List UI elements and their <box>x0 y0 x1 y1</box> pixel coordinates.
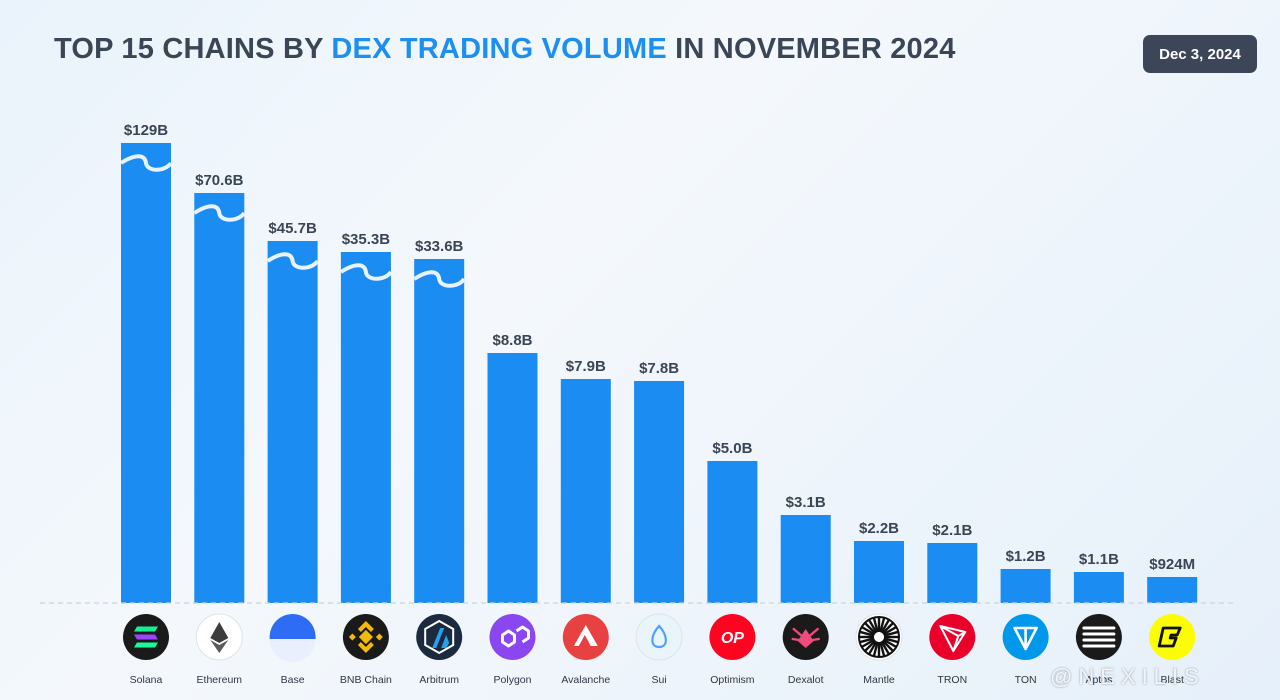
bnb-chain-icon <box>342 614 389 660</box>
svg-text:OP: OP <box>721 630 744 647</box>
category-label-aptos: Aptos <box>1085 674 1112 686</box>
value-label-avalanche: $7.9B <box>566 358 606 375</box>
tron-icon <box>929 614 976 660</box>
value-label-tron: $2.1B <box>932 522 972 539</box>
ethereum-icon <box>195 613 243 661</box>
bar-optimism <box>707 461 758 603</box>
title-highlight: DEX TRADING VOLUME <box>331 33 667 65</box>
icons-group: OP <box>123 613 1196 662</box>
value-label-base: $45.7B <box>268 220 317 237</box>
axis-break-bnb-chain <box>339 263 393 281</box>
value-label-arbitrum: $33.6B <box>415 238 464 255</box>
dexalot-icon <box>782 614 829 660</box>
bar-sui <box>634 381 685 603</box>
bar-mantle <box>854 541 904 603</box>
category-label-bnb-chain: BNB Chain <box>340 674 392 686</box>
value-label-polygon: $8.8B <box>492 332 532 349</box>
category-label-tron: TRON <box>937 674 967 686</box>
ton-icon <box>1002 614 1049 660</box>
category-label-blast: Blast <box>1161 674 1184 686</box>
value-label-solana: $129B <box>124 122 168 139</box>
labels-group: $129B Solana $70.6B Ethereum $45.7B Base $35.3… <box>124 122 1195 686</box>
bar-base <box>267 241 318 603</box>
bar-aptos <box>1073 572 1124 603</box>
category-label-ethereum: Ethereum <box>197 674 243 686</box>
bar-solana <box>121 143 171 603</box>
blast-icon <box>1149 614 1196 660</box>
bar-dexalot <box>780 515 831 603</box>
title-part-2: IN NOVEMBER 2024 <box>666 33 956 65</box>
value-label-blast: $924M <box>1149 556 1195 573</box>
value-label-mantle: $2.2B <box>859 520 899 537</box>
optimism-icon: OP <box>709 614 756 660</box>
axis-break-arbitrum <box>413 270 466 288</box>
mantle-icon <box>855 613 903 661</box>
arbitrum-icon <box>416 614 463 660</box>
bar-arbitrum <box>414 259 465 603</box>
solana-icon <box>123 614 169 660</box>
category-label-mantle: Mantle <box>863 674 895 686</box>
axis-break-ethereum <box>193 204 246 222</box>
bars-group <box>119 143 1198 603</box>
bar-blast <box>1147 577 1198 603</box>
value-label-sui: $7.8B <box>639 360 679 377</box>
base-icon <box>269 614 316 662</box>
title-part-1: TOP 15 CHAINS BY <box>54 33 332 65</box>
category-label-ton: TON <box>1015 674 1037 686</box>
category-label-arbitrum: Arbitrum <box>419 674 459 686</box>
date-badge: Dec 3, 2024 <box>1143 35 1257 73</box>
category-label-solana: Solana <box>130 674 163 686</box>
value-label-optimism: $5.0B <box>712 440 752 457</box>
value-label-ethereum: $70.6B <box>195 172 244 189</box>
value-label-aptos: $1.1B <box>1079 551 1119 568</box>
sui-icon <box>635 613 683 661</box>
bar-tron <box>927 543 978 603</box>
watermark: @NEXILIS <box>1050 664 1205 689</box>
value-label-ton: $1.2B <box>1006 548 1046 565</box>
category-label-avalanche: Avalanche <box>561 674 610 686</box>
category-label-optimism: Optimism <box>710 674 755 686</box>
value-label-dexalot: $3.1B <box>786 494 826 511</box>
category-label-sui: Sui <box>652 674 667 686</box>
axis-break-solana <box>119 154 173 172</box>
category-label-base: Base <box>281 674 305 686</box>
value-label-bnb-chain: $35.3B <box>342 231 391 248</box>
category-label-dexalot: Dexalot <box>788 674 824 686</box>
avalanche-icon <box>562 614 609 660</box>
polygon-icon <box>489 614 536 660</box>
bar-polygon <box>487 353 538 603</box>
axis-break-base <box>266 252 320 270</box>
aptos-icon <box>1075 614 1122 660</box>
category-label-polygon: Polygon <box>494 674 532 686</box>
bar-ton <box>1000 569 1051 603</box>
bar-ethereum <box>194 193 245 603</box>
bar-bnb-chain <box>340 252 391 603</box>
bar-avalanche <box>560 379 611 603</box>
chart-title: TOP 15 CHAINS BY DEX TRADING VOLUME IN N… <box>54 33 956 66</box>
